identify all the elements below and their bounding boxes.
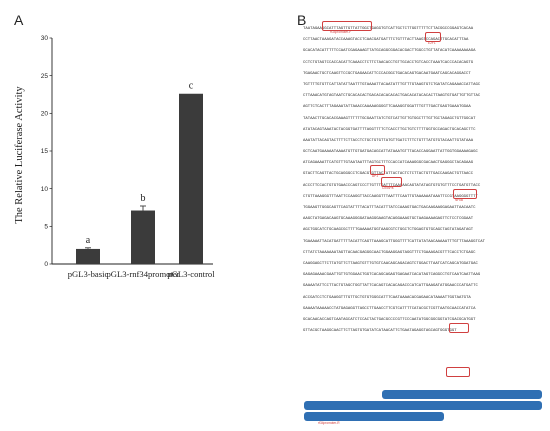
category-label-2: pGL3-rnf34promoter (106, 269, 179, 279)
sequence-line: AAGCTATGAGACAAGTGCAAAGGGGATAAGGGAAGTACAG… (303, 217, 474, 222)
promoter-sequence: TAATAGAAGGCATTTAGTTGTTATTGGCTGAGGTGTCATT… (303, 24, 543, 337)
cebpa-box (381, 177, 402, 187)
panel-a: A 0 5 10 15 20 25 30 The Relative Luciferase Ac… (0, 0, 225, 431)
sequence-line: AGCTGGCATCTGCAAGCGCTTTTGAAAAATGGTAAGCGTC… (303, 228, 474, 233)
sequence-line: TGTTTTGTGTTCATTATATTAATTTGTAAAATTACAATAT… (303, 82, 481, 87)
sequence-line: CTTAAACATGTAGTAATCTGCACACACTGACACACACACA… (303, 94, 481, 99)
sequence-line: CCTTAACTAAAGATACCAAAGTACCTCAACGATGATTTCT… (303, 38, 469, 43)
bar-3 (179, 93, 203, 264)
bar-1 (76, 248, 100, 264)
sequence-line: GCACAACACCAGTCAATAGCATCTCCACTACTGACGCCCC… (303, 317, 476, 322)
primer-r-annotation: rf34promoter-R (318, 421, 340, 425)
y-tick-label: 0 (44, 261, 48, 268)
tf-site-box (449, 323, 469, 333)
nfkb-annotation: NFkB (455, 198, 463, 202)
sequence-line: AAATATTACAGTACTTTTCTTACCTCTGCTGTGTTATGTT… (303, 138, 474, 143)
sequence-line: CCTCTGTAGTCCACCACATTCAAACCTCTTCTAACACCTG… (303, 60, 474, 65)
y-tick-label: 5 (44, 224, 48, 231)
sequence-line: CAAGGAGCTTCTTATGTTCTTAAGTGTTTGTGTCAACAGC… (303, 261, 478, 266)
sequence-line: ATCAGAAAATTCATGTTTGTAATAATTTAGTGCTTTCCAC… (303, 161, 474, 166)
panel-b-label: B (297, 12, 307, 28)
sequence-line: GTACTTCAGTTACTGCAGGGCCTCGACGTGTTACTATTAC… (303, 172, 474, 177)
primer-f-annotation: rf34promoter-F (330, 30, 352, 34)
tf-site-box-2 (446, 367, 470, 377)
y-tick-label: 30 (41, 35, 49, 42)
ap1-box (370, 165, 385, 175)
sequence-line: GCACATACATTTTTCCAATCGAGAAAGTTATGCAGGCGGA… (303, 49, 476, 54)
sequence-line: ACCGATCCTCTGAAGGTTTGTTGCTGTGTGGGCATTTCAA… (303, 295, 471, 300)
sequence-line: GAAAATAAAAACCTATGAGAGGTTAGCCTTGAACCTTCGT… (303, 306, 476, 311)
sequence-line: GCTCAATGAAAAATAAAATGTTGTGATGACAGCATTATAA… (303, 150, 478, 155)
sequence-line: TGGAAGTTGGGCAGTTCAGTATTTTACATTTACATTTATC… (303, 206, 476, 210)
significance-label-b: b (141, 193, 146, 204)
sequence-line: GTTACGCTAAGGCAACTTCTTAGTGTGATATCATAACATT… (303, 329, 457, 334)
primer-f-box (322, 21, 372, 31)
sequence-line: TGAGAACTGCTCAAGTTCCGCTGAGAACATTCCCACGGCT… (303, 71, 471, 76)
y-tick-label: 10 (41, 186, 49, 193)
category-label-1: pGL3-basic (68, 269, 109, 279)
bar-chart: 0 5 10 15 20 25 30 The Relative Luciferase Acti… (14, 35, 215, 279)
y-tick-label: 20 (41, 111, 49, 118)
sequence-line: GAGAGAAAACGAATTGTTGTGGAACTGGTCACAGCAGAGT… (303, 273, 481, 278)
category-label-3: pGL3-control (167, 269, 215, 279)
sequence-line: ATATACAGTAAATACTACGGTGATTTTAGGTTTTCTCACC… (303, 127, 476, 132)
ap1-annotation: AP1 (372, 174, 379, 178)
sequence-line: ACCCTTCCACTGTGTGAACCCAGTCCCTTGTTTGATTTCA… (303, 183, 481, 188)
exon-highlight-2 (304, 401, 542, 410)
y-axis-label: The Relative Luciferase Activity (14, 86, 25, 224)
sequence-line: GAAAATATTCCTTACTGTAGCTGGTTATTCACAGTCACAC… (303, 284, 478, 289)
sequence-line: CTTATCTAAAAAAATAGTTACAACGAGGGCAACTGGAAGG… (303, 250, 476, 255)
sequence-line: TATAACTTGCACACGAAAGTTTTTTGCGAATTATCTGTCA… (303, 116, 476, 121)
sequence-line: AGTTCTCACTTTAGAAATATTAAACCAAAAAGGGGTTCAA… (303, 105, 471, 110)
significance-label-c: c (189, 81, 194, 92)
exon-highlight-1 (382, 390, 542, 399)
nfkb-box (453, 189, 477, 199)
cebpa-annotation: C/EBPa (382, 186, 394, 190)
bar-2 (131, 210, 155, 264)
significance-label-a: a (86, 235, 91, 246)
y-tick-label: 15 (41, 148, 49, 155)
y-tick-label: 25 (41, 73, 49, 80)
sequence-line: CTGTTAAAGGGTTTAATTCCAAGGTTACCAAGGTTTAATT… (303, 194, 478, 199)
e2f1-annotation: E2F1 (428, 41, 436, 45)
sequence-line: TGAAAAATTACATGATTTTTACATTCAGTTAAAGCATTGG… (303, 239, 485, 244)
sequence-line: TAATAGAAGGCATTTAGTTGTTATTGGCTGAGGTGTCATT… (303, 27, 474, 31)
exon-highlight-3 (304, 412, 444, 421)
panel-a-label: A (14, 12, 24, 28)
e2f1-box (425, 32, 441, 42)
